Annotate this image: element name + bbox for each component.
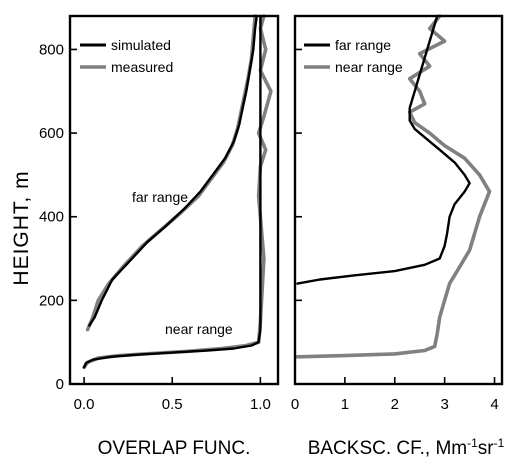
x-tick-label: 1: [341, 396, 349, 413]
legend-overlap: simulated measured: [80, 37, 173, 75]
x-axis-label-overlap: OVERLAP FUNC.: [98, 438, 251, 459]
overlap-series: [82, 14, 273, 370]
x-ticks-backscatter: 0 1 2 3 4: [291, 377, 499, 413]
legend-backscatter: far range near range: [304, 37, 403, 75]
x-axis-label-backscatter: BACKSC. CF., Mm-1sr-1: [308, 436, 505, 459]
backscatter-plot-frame: [293, 14, 504, 386]
y-tick-label: 400: [39, 209, 64, 226]
overlap-panel: HEIGHT, m 0 200 400 600 800 0.0 0.5 1.0 simula…: [10, 14, 280, 459]
series-line-simulated: [88, 14, 258, 327]
x-tick-label: 3: [440, 396, 448, 413]
series-line-near-range: [295, 14, 492, 359]
legend-label-near-range: near range: [335, 59, 403, 75]
annotation-near-range: near range: [165, 321, 233, 337]
y-tick-label: 0: [56, 376, 64, 393]
backscatter-panel: 0 1 2 3 4 far range near range BACKSC. CF., …: [291, 14, 505, 459]
y-axis-label: HEIGHT, m: [10, 170, 33, 285]
y-ticks: 0 200 400 600 800: [39, 41, 77, 393]
legend-label-measured: measured: [111, 59, 173, 75]
x-tick-label: 0.5: [162, 396, 183, 413]
x-tick-label: 0.0: [74, 396, 95, 413]
x-tick-label: 4: [490, 396, 498, 413]
y-tick-label: 800: [39, 41, 64, 58]
series-line-simulated-near-range: [82, 14, 262, 369]
legend-label-far-range: far range: [335, 37, 391, 53]
overlap-plot-frame: [68, 14, 280, 386]
legend-label-simulated: simulated: [111, 37, 171, 53]
x-ticks: 0.0 0.5 1.0: [74, 377, 271, 413]
x-tick-label: 2: [391, 396, 399, 413]
y-tick-label: 200: [39, 292, 64, 309]
series-line-far-range: [296, 14, 471, 285]
x-tick-label: 1.0: [250, 396, 271, 413]
y-tick-label: 600: [39, 125, 64, 142]
annotation-far-range: far range: [132, 189, 188, 205]
x-tick-label: 0: [291, 396, 299, 413]
